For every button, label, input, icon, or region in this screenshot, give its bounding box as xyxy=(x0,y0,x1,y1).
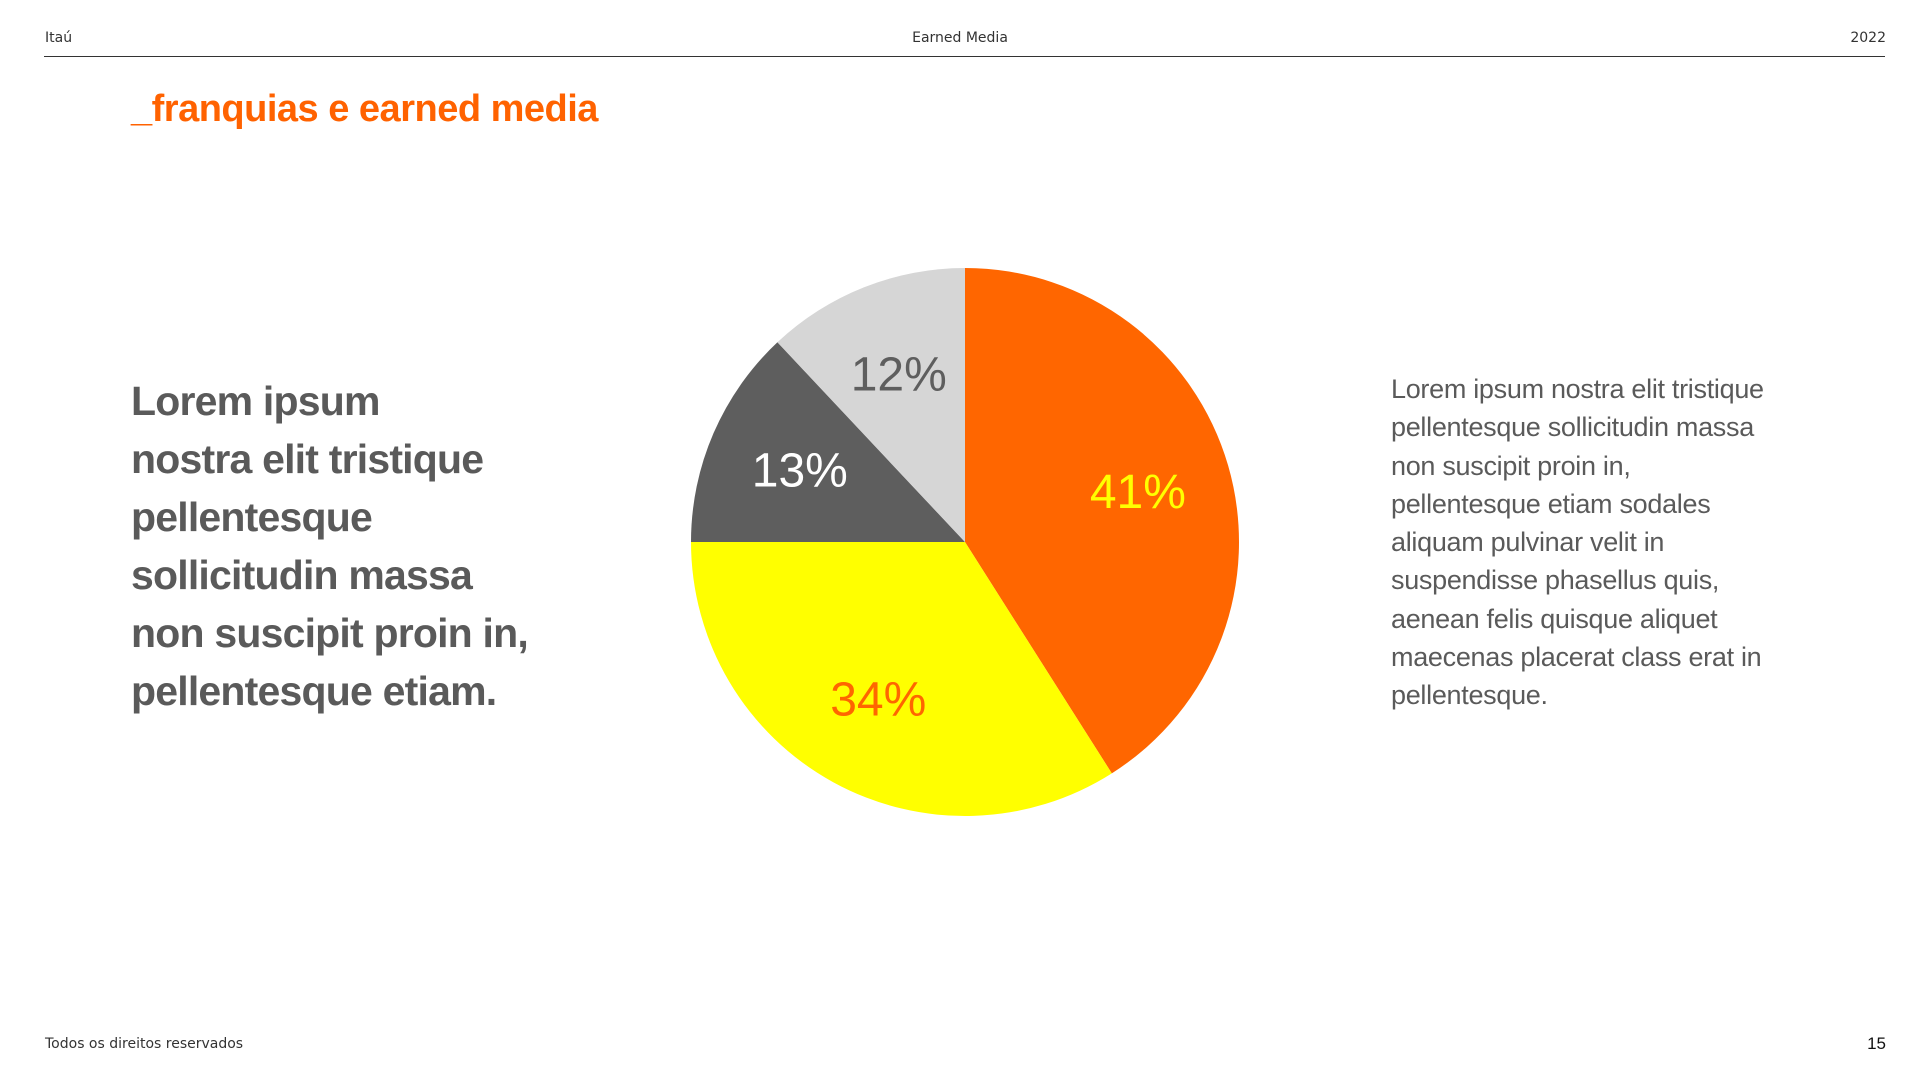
brand-name: Itaú xyxy=(45,30,73,46)
header-title: Earned Media xyxy=(912,30,1008,46)
pie-slice-label-4: 12% xyxy=(851,349,947,402)
pie-slice-3 xyxy=(691,342,965,542)
pie-slice-label-1: 41% xyxy=(1090,466,1186,519)
header-year: 2022 xyxy=(1850,30,1886,46)
pie-slice-label-2: 34% xyxy=(830,674,926,727)
footer-copyright: Todos os direitos reservados xyxy=(45,1036,244,1052)
body-text: Lorem ipsum nostra elit tristique pellen… xyxy=(1391,374,1764,711)
highlight-text: Lorem ipsum nostra elit tristique pellen… xyxy=(131,378,529,714)
page-number: 15 xyxy=(1867,1034,1886,1053)
slide-title: _franquias e earned media xyxy=(131,88,598,130)
header-divider xyxy=(44,56,1885,57)
pie-slice-1 xyxy=(965,268,1239,774)
pie-slice-label-3: 13% xyxy=(752,445,848,498)
pie-slice-4 xyxy=(777,268,965,542)
pie-slice-2 xyxy=(691,542,1112,816)
